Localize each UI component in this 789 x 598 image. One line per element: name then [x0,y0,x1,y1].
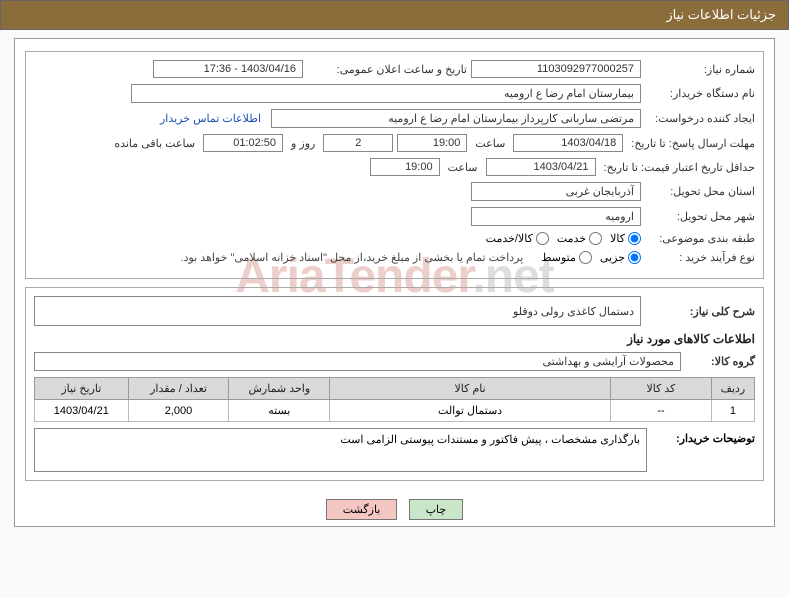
price-validity-time: 19:00 [370,158,440,176]
category-goods-service[interactable]: کالا/خدمت [486,232,549,245]
category-label: طبقه بندی موضوعی: [645,232,755,245]
row-category: طبقه بندی موضوعی: کالا خدمت کالا/خدمت [34,232,755,245]
price-validity-date: 1403/04/21 [486,158,596,176]
days-and-label: روز و [287,137,319,150]
page-title: جزئیات اطلاعات نیاز [666,7,776,22]
remaining-label: ساعت باقی مانده [110,137,199,150]
cell-qty: 2,000 [128,400,229,422]
delivery-province-label: استان محل تحویل: [645,185,755,198]
cell-unit: بسته [229,400,330,422]
row-delivery-city: شهر محل تحویل: ارومیه [34,207,755,226]
delivery-city-value: ارومیه [471,207,641,226]
details-panel: شماره نیاز: 1103092977000257 تاریخ و ساع… [25,51,764,279]
process-note: پرداخت تمام یا بخشی از مبلغ خرید،از محل … [181,251,538,264]
row-buyer-org: نام دستگاه خریدار: بیمارستان امام رضا ع … [34,84,755,103]
row-price-validity: حداقل تاریخ اعتبار قیمت: تا تاریخ: 1403/… [34,158,755,176]
time-label-2: ساعت [444,161,482,174]
goods-table: ردیف کد کالا نام کالا واحد شمارش تعداد /… [34,377,755,422]
th-name: نام کالا [330,378,611,400]
process-medium[interactable]: متوسط [541,251,592,264]
table-header-row: ردیف کد کالا نام کالا واحد شمارش تعداد /… [35,378,755,400]
buyer-notes-label: توضیحات خریدار: [655,428,755,472]
hours-remaining: 01:02:50 [203,134,283,152]
overall-desc-value: دستمال کاغذی رولی دوقلو [34,296,641,326]
table-row: 1 -- دستمال توالت بسته 2,000 1403/04/21 [35,400,755,422]
process-small[interactable]: جزیی [600,251,641,264]
buyer-org-value: بیمارستان امام رضا ع ارومیه [131,84,641,103]
row-overall-desc: شرح کلی نیاز: دستمال کاغذی رولی دوقلو [34,296,755,326]
row-goods-group: گروه کالا: محصولات آرایشی و بهداشتی [34,352,755,371]
announce-datetime-value: 1403/04/16 - 17:36 [153,60,303,78]
response-deadline-label: مهلت ارسال پاسخ: تا تاریخ: [627,137,755,150]
th-unit: واحد شمارش [229,378,330,400]
cell-row: 1 [711,400,754,422]
need-number-value: 1103092977000257 [471,60,641,78]
back-button[interactable]: بازگشت [326,499,398,520]
category-goods-service-radio[interactable] [536,232,549,245]
page-header: جزئیات اطلاعات نیاز [0,0,789,30]
cell-name: دستمال توالت [330,400,611,422]
process-medium-radio[interactable] [579,251,592,264]
delivery-city-label: شهر محل تحویل: [645,210,755,223]
description-panel: شرح کلی نیاز: دستمال کاغذی رولی دوقلو اط… [25,287,764,481]
row-requester: ایجاد کننده درخواست: مرتضی ساربانی کارپر… [34,109,755,128]
row-response-deadline: مهلت ارسال پاسخ: تا تاریخ: 1403/04/18 سا… [34,134,755,152]
process-type-label: نوع فرآیند خرید : [645,251,755,264]
row-process-type: نوع فرآیند خرید : جزیی متوسط پرداخت تمام… [34,251,755,264]
print-button[interactable]: چاپ [409,499,464,520]
category-goods-radio[interactable] [628,232,641,245]
buyer-org-label: نام دستگاه خریدار: [645,87,755,100]
category-service-radio[interactable] [589,232,602,245]
cell-need-date: 1403/04/21 [35,400,129,422]
need-number-label: شماره نیاز: [645,63,755,76]
requester-value: مرتضی ساربانی کارپرداز بیمارستان امام رض… [271,109,641,128]
cell-code: -- [611,400,712,422]
goods-group-label: گروه کالا: [685,355,755,368]
th-row: ردیف [711,378,754,400]
th-code: کد کالا [611,378,712,400]
buyer-contact-link[interactable]: اطلاعات تماس خریدار [160,112,267,125]
response-deadline-date: 1403/04/18 [513,134,623,152]
th-need-date: تاریخ نیاز [35,378,129,400]
th-qty: تعداد / مقدار [128,378,229,400]
announce-label: تاریخ و ساعت اعلان عمومی: [307,63,467,76]
delivery-province-value: آذربایجان غربی [471,182,641,201]
process-radio-group: جزیی متوسط [541,251,641,264]
button-row: چاپ بازگشت [15,489,774,526]
row-need-number: شماره نیاز: 1103092977000257 تاریخ و ساع… [34,60,755,78]
goods-info-title: اطلاعات کالاهای مورد نیاز [34,332,755,346]
days-remaining: 2 [323,134,393,152]
process-small-radio[interactable] [628,251,641,264]
goods-table-wrap: ردیف کد کالا نام کالا واحد شمارش تعداد /… [34,377,755,422]
requester-label: ایجاد کننده درخواست: [645,112,755,125]
row-delivery-province: استان محل تحویل: آذربایجان غربی [34,182,755,201]
time-label-1: ساعت [471,137,509,150]
price-validity-label: حداقل تاریخ اعتبار قیمت: تا تاریخ: [600,161,755,174]
buyer-notes-value: بارگذاری مشخصات ، پیش فاکتور و مستندات پ… [34,428,647,472]
response-deadline-time: 19:00 [397,134,467,152]
goods-group-value: محصولات آرایشی و بهداشتی [34,352,681,371]
category-service[interactable]: خدمت [557,232,602,245]
category-radio-group: کالا خدمت کالا/خدمت [486,232,641,245]
overall-desc-label: شرح کلی نیاز: [645,305,755,318]
row-buyer-notes: توضیحات خریدار: بارگذاری مشخصات ، پیش فا… [34,428,755,472]
category-goods[interactable]: کالا [610,232,641,245]
main-container: AriaTender.net شماره نیاز: 1103092977000… [14,38,775,527]
